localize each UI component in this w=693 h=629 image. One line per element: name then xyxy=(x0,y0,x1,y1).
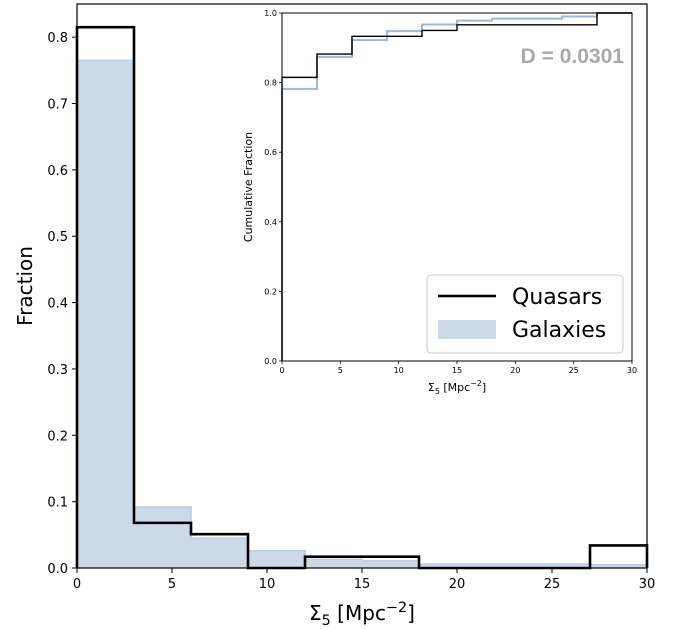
quasars-cdf-line xyxy=(281,12,632,361)
inset-x-tick-label: 25 xyxy=(569,366,579,375)
legend-galaxies-swatch xyxy=(438,320,496,339)
galaxies-bar xyxy=(419,564,476,568)
inset-x-tick-label: 15 xyxy=(452,366,462,375)
galaxies-bar xyxy=(590,564,647,568)
x-tick-label: 20 xyxy=(449,577,466,592)
inset-y-tick-label: 0.4 xyxy=(264,218,277,227)
inset-y-tick-label: 0.6 xyxy=(264,148,277,157)
ks-statistic-annotation: D = 0.0301 xyxy=(521,45,625,68)
galaxies-bar xyxy=(248,550,305,568)
inset-y-axis-label: Cumulative Fraction xyxy=(242,132,255,242)
y-tick-label: 0.8 xyxy=(47,31,68,46)
galaxies-bar xyxy=(533,564,590,568)
galaxies-bar xyxy=(77,60,134,569)
y-tick-label: 0.1 xyxy=(47,496,68,511)
inset-x-tick-label: 0 xyxy=(279,366,284,375)
inset-y-tick-label: 0.2 xyxy=(264,287,277,296)
x-tick-label: 10 xyxy=(259,577,276,592)
galaxies-bar xyxy=(476,564,533,568)
galaxies-bar xyxy=(191,538,248,568)
inset-y-tick-label: 1.0 xyxy=(264,9,277,18)
inset-x-tick-label: 30 xyxy=(627,366,637,375)
x-axis-label: Σ5 [Mpc−2] xyxy=(309,600,415,629)
inset-x-tick-label: 20 xyxy=(510,366,520,375)
y-tick-label: 0.0 xyxy=(47,562,68,577)
main-histogram: 0 5 10 15 20 25 30 0.0 0.1 0.2 0.3 0.4 0.5 0.6 0.7 0.8 Σ… xyxy=(13,3,656,629)
y-tick-label: 0.2 xyxy=(47,429,68,444)
legend-quasars-label: Quasars xyxy=(512,285,602,310)
x-tick-label: 5 xyxy=(168,577,176,592)
galaxies-bar xyxy=(362,560,419,568)
y-tick-label: 0.6 xyxy=(47,164,68,179)
x-tick-label: 30 xyxy=(639,577,656,592)
inset-x-axis-label: Σ5 [Mpc−2] xyxy=(428,379,486,396)
y-tick-label: 0.5 xyxy=(47,230,68,245)
y-tick-label: 0.4 xyxy=(47,297,68,312)
legend: Quasars Galaxies xyxy=(426,274,624,354)
y-tick-label: 0.7 xyxy=(47,98,68,113)
galaxies-outline xyxy=(76,59,648,568)
inset-y-tick-label: 0.0 xyxy=(264,357,277,366)
x-tick-label: 25 xyxy=(544,577,561,592)
x-tick-label: 15 xyxy=(354,577,371,592)
legend-galaxies-label: Galaxies xyxy=(512,318,606,343)
inset-x-tick-label: 10 xyxy=(394,366,404,375)
y-tick-label: 0.3 xyxy=(47,363,68,378)
galaxies-bar xyxy=(134,506,191,568)
x-tick-label: 0 xyxy=(73,577,81,592)
inset-x-tick-label: 5 xyxy=(338,366,343,375)
galaxies-bar xyxy=(305,559,362,568)
y-axis-label: Fraction xyxy=(13,246,37,326)
inset-cdf: 0 5 10 15 20 25 30 0.0 0.2 0.4 0.6 0.8 1.0 Σ5 [Mpc−2]… xyxy=(242,9,637,396)
inset-y-tick-label: 0.8 xyxy=(264,79,277,88)
